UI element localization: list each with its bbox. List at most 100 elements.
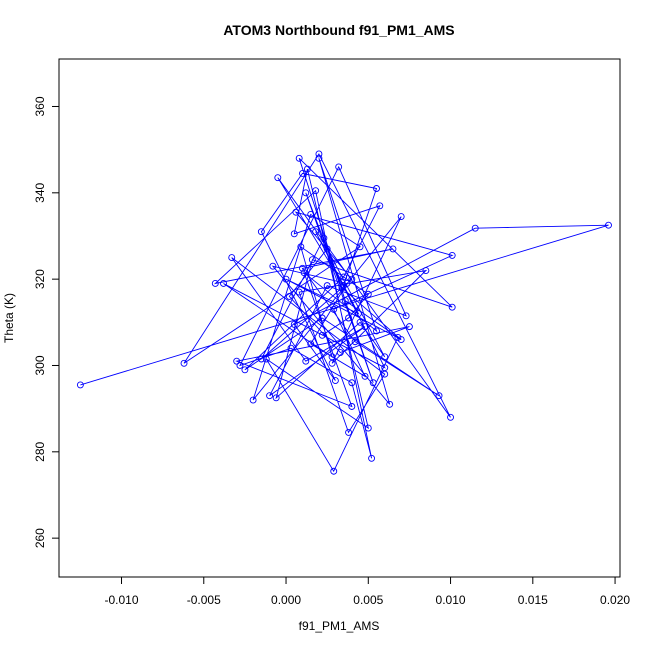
data-point (323, 245, 331, 253)
data-point (369, 379, 377, 387)
data-point (236, 362, 244, 369)
data-point (361, 323, 369, 331)
data-point (307, 210, 315, 218)
data-point (338, 284, 346, 292)
data-point (340, 273, 348, 281)
y-tick-label: 360 (33, 96, 47, 116)
data-point (348, 403, 356, 410)
data-point (447, 413, 454, 421)
data-point (318, 331, 326, 339)
y-tick-label: 280 (33, 441, 47, 461)
data-point (336, 349, 344, 356)
chart-title: ATOM3 Northbound f91_PM1_AMS (223, 22, 454, 38)
data-point (422, 267, 430, 274)
y-tick-label: 300 (33, 355, 47, 375)
data-point (295, 288, 303, 296)
data-point (351, 338, 359, 346)
data-point (328, 359, 336, 367)
data-point (257, 355, 265, 363)
data-point (308, 256, 316, 264)
data-point (397, 213, 405, 221)
data-point (274, 174, 282, 182)
y-tick-label: 320 (33, 269, 47, 289)
data-point (290, 321, 298, 328)
x-tick-label: -0.010 (105, 593, 139, 607)
data-point (299, 169, 306, 177)
y-axis-label: Theta (K) (2, 293, 16, 343)
data-point (323, 282, 331, 290)
plot-frame (58, 58, 621, 578)
data-point (315, 150, 323, 158)
data-point (211, 280, 219, 287)
data-point (345, 428, 352, 436)
x-axis-label: f91_PM1_AMS (299, 619, 380, 633)
data-point (348, 379, 356, 387)
data-point (220, 280, 227, 287)
data-point (266, 392, 274, 400)
data-point (335, 163, 343, 171)
data-point (605, 221, 612, 229)
data-point (368, 454, 376, 462)
data-point (405, 323, 413, 331)
data-point (282, 275, 290, 283)
data-point (302, 189, 310, 197)
data-point (180, 359, 188, 367)
data-point (257, 228, 265, 236)
data-point (315, 154, 323, 162)
data-point (330, 305, 338, 313)
data-point (302, 357, 310, 365)
data-point (295, 154, 303, 162)
data-point (285, 292, 293, 300)
data-point (292, 208, 300, 216)
data-point (269, 262, 277, 270)
x-tick-label: 0.010 (436, 593, 466, 607)
data-point (364, 424, 372, 432)
data-layer (76, 150, 612, 475)
data-point (272, 394, 280, 402)
data-point (241, 366, 249, 374)
data-point (389, 245, 397, 253)
data-point (341, 297, 349, 305)
y-tick-label: 340 (33, 182, 47, 202)
data-point (364, 290, 372, 298)
data-point (386, 400, 394, 408)
data-point (76, 381, 84, 389)
data-point (376, 202, 384, 210)
data-point (318, 314, 326, 322)
data-point (328, 353, 336, 361)
data-point (381, 353, 389, 361)
data-point (262, 355, 270, 363)
data-point (312, 187, 320, 195)
data-point (287, 344, 295, 352)
data-point (228, 254, 236, 262)
data-point (397, 336, 405, 344)
x-tick-label: 0.015 (518, 593, 548, 607)
data-point (233, 357, 241, 365)
data-point (402, 312, 410, 320)
data-point (373, 185, 380, 192)
data-point (249, 396, 257, 404)
data-point (381, 370, 389, 378)
data-point (297, 243, 305, 251)
data-point (356, 243, 364, 251)
data-point (356, 318, 364, 326)
data-point (303, 165, 311, 173)
x-axis: -0.010 -0.005 0.000 0.005 0.010 0.015 0.020 (105, 577, 630, 607)
data-point (354, 310, 362, 318)
data-point (290, 230, 298, 238)
data-point (299, 264, 306, 272)
series-line (80, 153, 609, 473)
x-tick-label: 0.000 (271, 593, 301, 607)
y-axis: 260 280 300 320 340 360 (33, 96, 59, 548)
data-point (448, 251, 456, 259)
data-point (330, 467, 338, 475)
data-point (373, 327, 380, 335)
data-point (312, 228, 320, 236)
x-tick-label: -0.005 (187, 593, 221, 607)
data-point (435, 392, 443, 400)
data-point (320, 234, 328, 242)
data-point (307, 340, 315, 348)
x-tick-label: 0.005 (353, 593, 383, 607)
